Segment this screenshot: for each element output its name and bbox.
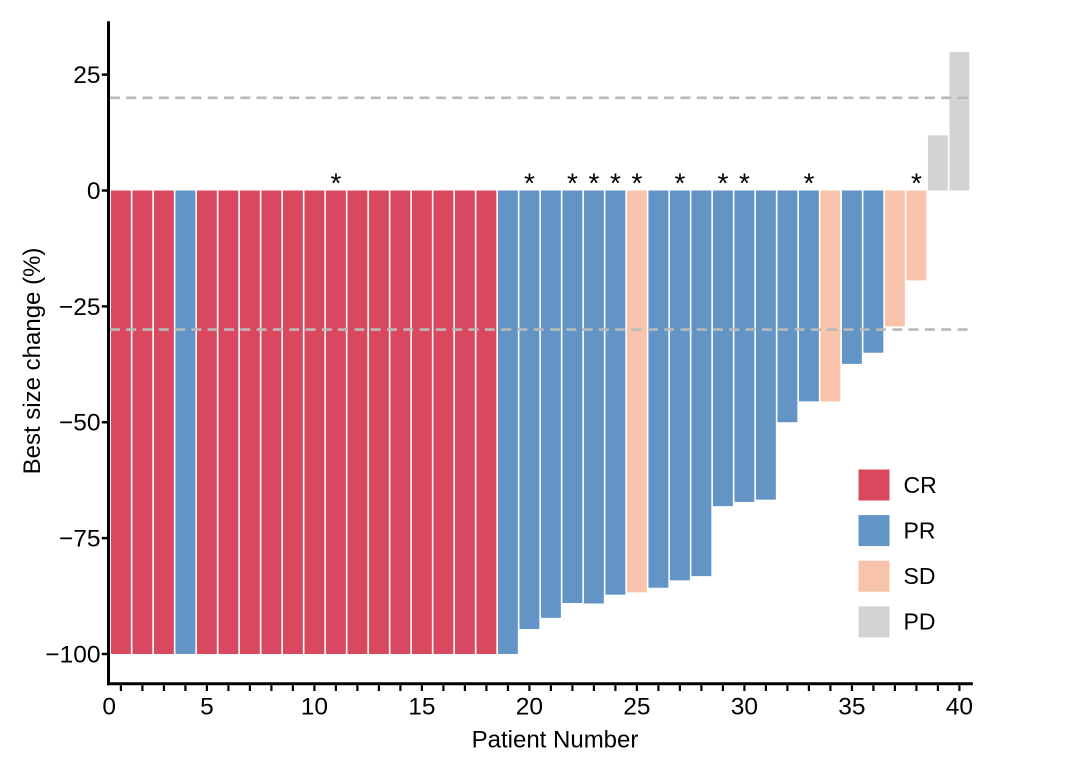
svg-text:*: * <box>610 168 621 199</box>
svg-text:0: 0 <box>102 694 116 721</box>
svg-text:CR: CR <box>904 472 937 498</box>
svg-text:−100: −100 <box>45 641 100 668</box>
svg-text:10: 10 <box>301 694 328 721</box>
svg-text:Best size change (%): Best size change (%) <box>19 248 46 475</box>
svg-text:−75: −75 <box>59 526 101 553</box>
svg-text:*: * <box>631 168 642 199</box>
svg-text:Patient Number: Patient Number <box>472 727 639 754</box>
svg-text:*: * <box>717 168 728 199</box>
svg-text:*: * <box>567 168 578 199</box>
svg-text:PR: PR <box>904 518 936 544</box>
svg-text:25: 25 <box>73 62 100 89</box>
svg-text:0: 0 <box>87 178 101 205</box>
svg-text:15: 15 <box>408 694 435 721</box>
svg-text:*: * <box>674 168 685 199</box>
svg-text:*: * <box>911 168 922 199</box>
svg-text:*: * <box>588 168 599 199</box>
svg-text:*: * <box>524 168 535 199</box>
svg-text:25: 25 <box>623 694 650 721</box>
svg-text:PD: PD <box>904 609 936 635</box>
svg-text:5: 5 <box>200 694 214 721</box>
svg-text:*: * <box>739 168 750 199</box>
svg-text:*: * <box>803 168 814 199</box>
svg-text:30: 30 <box>731 694 758 721</box>
svg-text:35: 35 <box>838 694 865 721</box>
svg-text:SD: SD <box>904 563 936 589</box>
svg-text:20: 20 <box>516 694 543 721</box>
svg-text:−50: −50 <box>59 410 101 437</box>
svg-text:−25: −25 <box>59 294 101 321</box>
svg-text:*: * <box>330 168 341 199</box>
svg-text:40: 40 <box>946 694 973 721</box>
